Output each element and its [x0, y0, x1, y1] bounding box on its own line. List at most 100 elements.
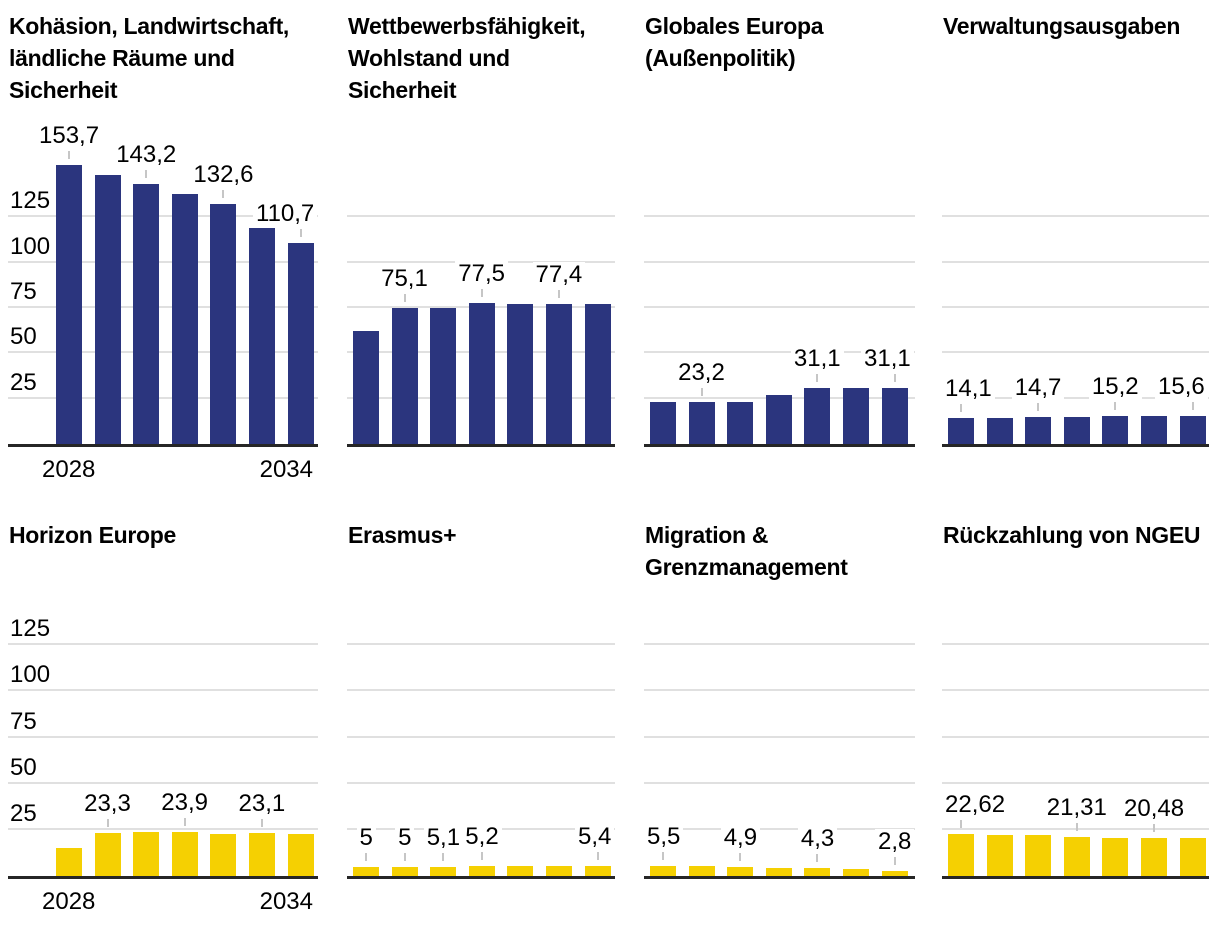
bar — [1025, 417, 1052, 444]
value-label-tick — [1037, 403, 1040, 412]
gridline — [8, 215, 318, 218]
chart-globales-europa: Globales Europa (Außenpolitik) 23,2 31,1 3… — [644, 0, 915, 490]
bar — [1102, 416, 1129, 444]
plot-area: 23,2 31,1 31,1 — [644, 130, 915, 447]
bar — [133, 832, 160, 876]
y-tick-label: 100 — [10, 232, 51, 260]
gridline — [8, 781, 318, 784]
gridline — [644, 735, 915, 738]
gridline — [942, 306, 1209, 309]
y-tick-label: 125 — [10, 615, 51, 643]
gridline — [644, 689, 915, 692]
bar — [1179, 838, 1206, 876]
chart-verwaltungsausgaben: Verwaltungsausgaben 14,1 14,7 15,2 15,6 — [942, 0, 1209, 490]
chart-erasmus-plus: Erasmus+ 5 5 5,1 5,2 5,4 — [347, 490, 615, 928]
chart-rueckzahlung-ngeu: Rückzahlung von NGEU 22,62 21,31 20,48 — [942, 490, 1209, 928]
plot-area: 5 5 5,1 5,2 5,4 — [347, 600, 615, 879]
bar — [546, 866, 572, 876]
value-label-tick — [596, 852, 599, 861]
bar — [94, 832, 121, 876]
gridline — [347, 689, 615, 692]
chart-wettbewerbsfaehigkeit: Wettbewerbsfähigkeit, Wohlstand und Sich… — [347, 0, 615, 490]
x-tick-last: 2034 — [259, 888, 313, 915]
gridline — [942, 215, 1209, 218]
bar — [804, 387, 831, 444]
gridline — [644, 827, 915, 830]
bar — [843, 387, 869, 444]
value-label-tick — [106, 818, 109, 827]
bar — [881, 870, 908, 876]
value-label: 23,2 — [675, 359, 728, 386]
bar — [1063, 836, 1090, 876]
chart-horizon-europe: Horizon Europe 25 50 75 100 125 23,3 23,9 23,1 … — [8, 490, 318, 928]
bar — [584, 304, 611, 444]
chart-title: Erasmus+ — [348, 522, 457, 548]
value-label: 23,3 — [81, 790, 134, 817]
bar — [353, 330, 379, 444]
value-label-tick — [68, 151, 70, 160]
value-label: 23,9 — [158, 789, 212, 816]
value-label-tick — [893, 373, 896, 382]
x-axis: 2028 2034 — [8, 456, 318, 484]
bar — [727, 402, 754, 444]
bar — [881, 387, 908, 444]
value-label: 14,7 — [1011, 375, 1065, 402]
bar — [1102, 837, 1129, 876]
value-label-tick — [816, 854, 819, 863]
x-axis: 2028 2034 — [8, 888, 318, 916]
value-label: 31,1 — [861, 345, 914, 372]
bar — [249, 833, 275, 876]
value-label-tick — [480, 852, 483, 861]
bar — [391, 307, 418, 444]
value-label: 77,4 — [532, 261, 586, 288]
chart-title: Kohäsion, Landwirtschaft, ländliche Räum… — [9, 13, 290, 103]
gridline — [347, 215, 615, 218]
value-label: 4,9 — [720, 824, 761, 851]
value-label: 14,1 — [942, 376, 995, 403]
chart-title: Wettbewerbsfähigkeit, Wohlstand und Sich… — [348, 13, 586, 103]
chart-kohaesion-landwirtschaft: Kohäsion, Landwirtschaft, ländliche Räum… — [8, 0, 318, 490]
value-label: 5,5 — [644, 823, 684, 850]
value-label: 5,4 — [575, 824, 615, 851]
gridline — [942, 781, 1209, 784]
plot-area: 5,5 4,9 4,3 2,8 — [644, 600, 915, 879]
value-label: 5,1 — [423, 824, 464, 851]
value-label: 132,6 — [190, 161, 257, 188]
value-label: 21,31 — [1043, 794, 1110, 821]
bar — [688, 401, 715, 444]
bar — [546, 303, 572, 444]
value-label: 75,1 — [378, 265, 431, 292]
y-tick-label: 25 — [10, 799, 37, 827]
value-label-tick — [558, 289, 560, 298]
value-label: 31,1 — [790, 345, 844, 372]
value-label: 110,7 — [253, 201, 318, 228]
value-label-tick — [816, 373, 819, 382]
bar — [468, 866, 495, 876]
value-label: 4,3 — [797, 826, 838, 853]
value-label: 15,2 — [1088, 374, 1142, 401]
value-label: 143,2 — [113, 142, 180, 169]
gridline — [8, 643, 318, 646]
value-label-tick — [145, 170, 148, 179]
value-label-tick — [299, 229, 302, 238]
bar — [171, 193, 198, 444]
y-tick-label: 100 — [10, 661, 51, 689]
bar — [507, 303, 534, 444]
gridline — [8, 260, 318, 263]
bar — [430, 866, 457, 876]
gridline — [644, 306, 915, 309]
x-tick-first: 2028 — [42, 456, 96, 483]
value-label-tick — [183, 817, 186, 826]
value-label-tick — [893, 856, 896, 865]
gridline — [644, 260, 915, 263]
chart-title: Rückzahlung von NGEU — [943, 522, 1201, 548]
gridline — [347, 781, 615, 784]
value-label: 153,7 — [36, 123, 103, 150]
value-label-tick — [222, 189, 225, 198]
bar — [650, 865, 676, 876]
y-tick-label: 75 — [10, 707, 37, 735]
chart-title: Migration & Grenzmanagement — [645, 522, 848, 580]
gridline — [644, 215, 915, 218]
bar — [1025, 835, 1052, 876]
gridline — [942, 735, 1209, 738]
